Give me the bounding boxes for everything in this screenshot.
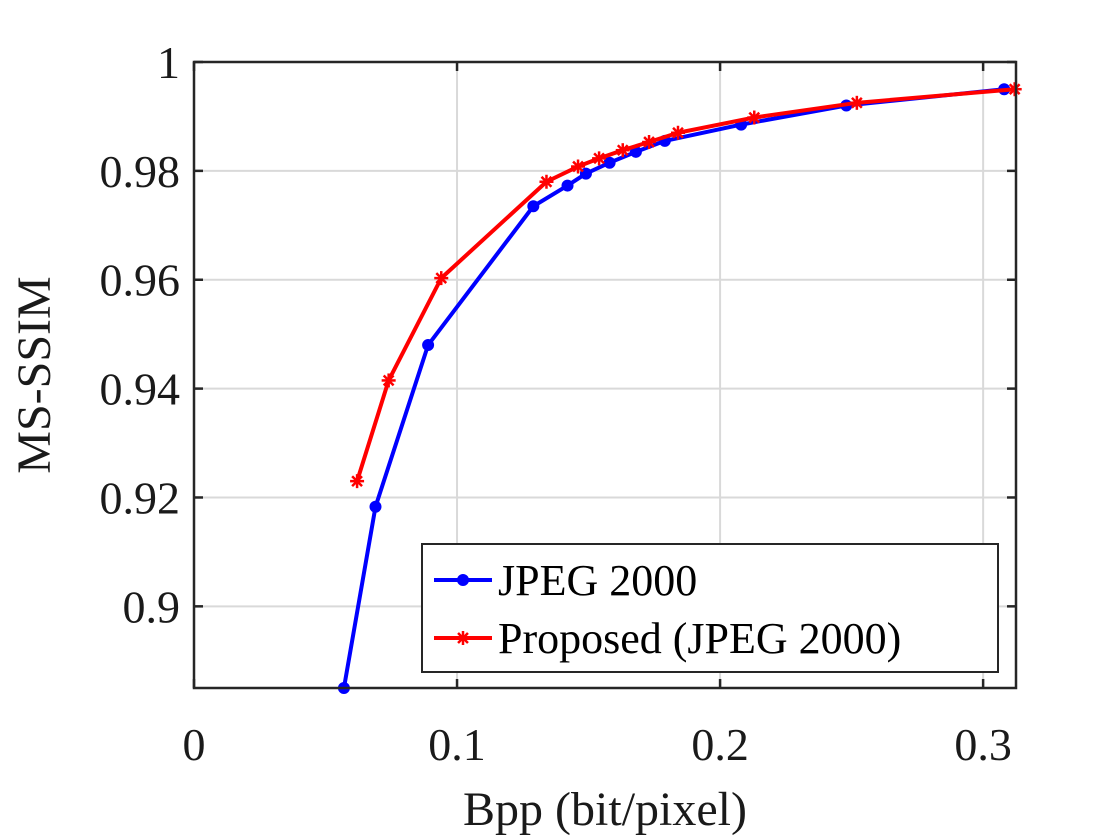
data-point [561, 179, 574, 192]
series-line [355, 87, 1015, 482]
data-point [539, 174, 554, 189]
series-proposed [350, 82, 1022, 489]
x-tick-label: 0.3 [954, 719, 1012, 770]
data-point [434, 271, 449, 286]
data-point [592, 151, 607, 166]
x-axis-label: Bpp (bit/pixel) [463, 783, 747, 836]
legend-dot-marker [457, 574, 469, 586]
legend-marker-jpeg2000 [457, 574, 469, 586]
axis-ticks: 0 0.1 0.2 0.3 0.9 0.92 0.94 0.96 0.98 1 [100, 37, 1016, 770]
legend-marker-proposed [456, 631, 470, 645]
data-point [571, 159, 586, 174]
legend: JPEG 2000 Proposed (JPEG 2000) [421, 543, 999, 673]
data-point [670, 125, 685, 140]
data-point [1007, 82, 1022, 97]
x-tick-label: 0 [183, 719, 206, 770]
data-point [422, 339, 435, 352]
y-tick-label: 1 [157, 37, 180, 88]
legend-box [421, 543, 999, 673]
data-point [642, 135, 657, 150]
data-point [615, 143, 630, 158]
y-tick-label: 0.96 [100, 255, 181, 306]
y-axis-label: MS-SSIM [8, 276, 61, 473]
legend-star-marker [456, 631, 470, 645]
data-point [369, 500, 382, 513]
y-tick-label: 0.94 [100, 364, 181, 415]
data-point [747, 110, 762, 125]
y-tick-label: 0.9 [123, 581, 181, 632]
grid [194, 62, 1016, 688]
x-tick-label: 0.1 [428, 719, 486, 770]
series-layer [337, 82, 1022, 694]
y-tick-label: 0.92 [100, 472, 181, 523]
plot-frame [192, 60, 1018, 690]
x-tick-label: 0.2 [691, 719, 749, 770]
data-point [849, 95, 864, 110]
y-tick-label: 0.98 [100, 146, 181, 197]
legend-label-proposed: Proposed (JPEG 2000) [498, 614, 901, 663]
data-point [381, 373, 396, 388]
data-point [350, 474, 365, 489]
data-point [527, 200, 540, 213]
legend-label-jpeg2000: JPEG 2000 [498, 556, 697, 605]
